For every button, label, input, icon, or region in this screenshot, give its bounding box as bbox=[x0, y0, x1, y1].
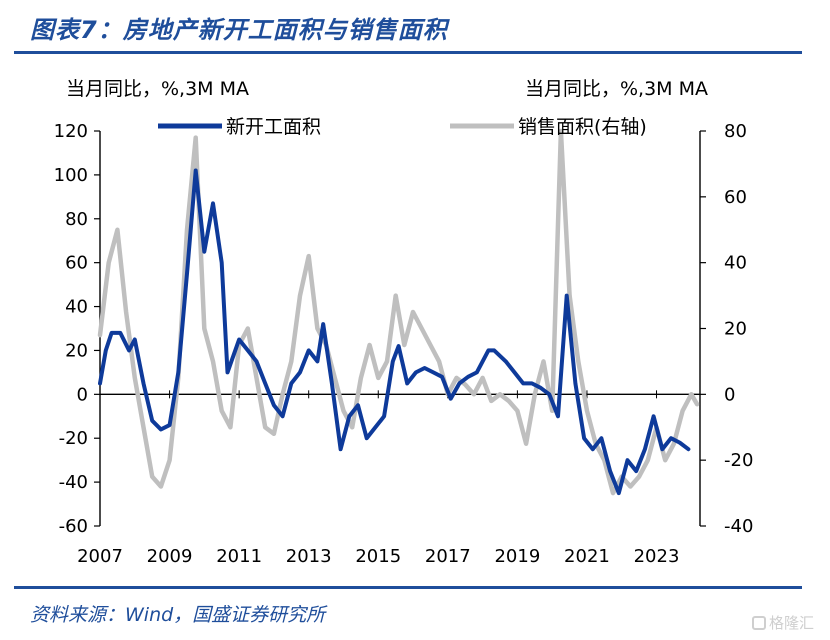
x-tick-label: 2017 bbox=[425, 546, 471, 567]
left-tick-label: 120 bbox=[54, 121, 88, 142]
source-rule bbox=[14, 586, 802, 589]
x-tick-label: 2023 bbox=[634, 546, 680, 567]
chart-axes: 120 100 80 60 40 20 0 -20 -40 -60 80 60 40 20 0 -20 -40 2… bbox=[54, 121, 754, 567]
x-tick-label: 2011 bbox=[216, 546, 262, 567]
left-tick-label: -40 bbox=[59, 472, 88, 493]
right-tick-label: 20 bbox=[724, 319, 747, 340]
right-tick-label: -20 bbox=[724, 450, 753, 471]
x-tick-label: 2013 bbox=[286, 546, 332, 567]
watermark: 格隆汇 bbox=[752, 612, 814, 633]
chart-title: 图表7：房地产新开工面积与销售面积 bbox=[30, 16, 448, 44]
right-tick-label: 40 bbox=[724, 253, 747, 274]
left-tick-label: 40 bbox=[65, 297, 88, 318]
chart-legend: 新开工面积 销售面积(右轴) bbox=[158, 116, 647, 138]
legend-label-sales: 销售面积(右轴) bbox=[518, 116, 647, 138]
legend-label-new-starts: 新开工面积 bbox=[226, 116, 321, 138]
x-tick-label: 2019 bbox=[494, 546, 540, 567]
chart-series bbox=[97, 128, 700, 496]
right-tick-label: 0 bbox=[724, 384, 735, 405]
left-axis-unit: 当月同比，%,3M MA bbox=[66, 78, 250, 100]
right-tick-label: 80 bbox=[724, 121, 747, 142]
watermark-logo-icon bbox=[752, 615, 766, 630]
left-tick-label: 0 bbox=[77, 384, 88, 405]
x-tick-label: 2009 bbox=[147, 546, 193, 567]
watermark-text: 格隆汇 bbox=[769, 614, 815, 632]
right-tick-label: 60 bbox=[724, 187, 747, 208]
left-tick-label: 100 bbox=[54, 165, 88, 186]
series-line-sales bbox=[97, 128, 700, 496]
right-axis-unit: 当月同比，%,3M MA bbox=[525, 78, 709, 100]
series-line-new-starts bbox=[98, 168, 691, 496]
title-rule bbox=[14, 51, 802, 54]
x-tick-label: 2007 bbox=[77, 546, 123, 567]
x-tick-label: 2021 bbox=[564, 546, 610, 567]
right-tick-label: -40 bbox=[724, 516, 753, 537]
left-tick-label: 80 bbox=[65, 209, 88, 230]
x-tick-label: 2015 bbox=[355, 546, 401, 567]
source-note: 资料来源：Wind，国盛证券研究所 bbox=[30, 604, 326, 626]
left-tick-label: 60 bbox=[65, 253, 88, 274]
left-tick-label: -60 bbox=[59, 516, 88, 537]
left-tick-label: -20 bbox=[59, 428, 88, 449]
left-tick-label: 20 bbox=[65, 340, 88, 361]
